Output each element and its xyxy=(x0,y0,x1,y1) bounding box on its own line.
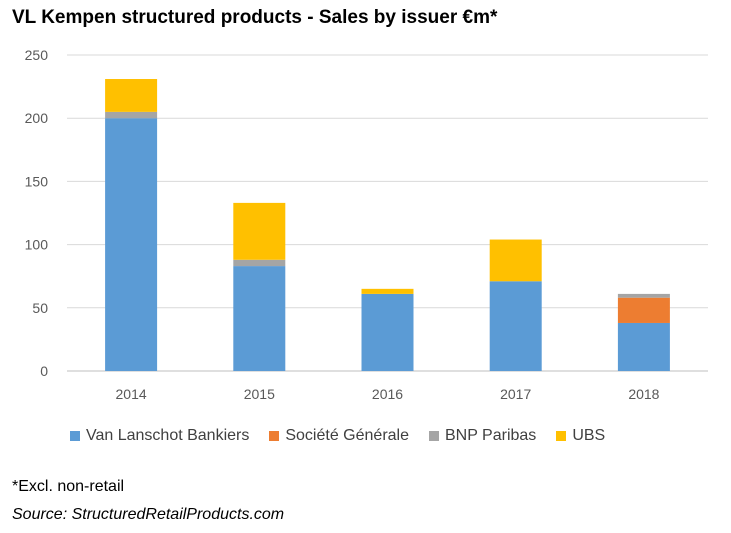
chart-legend: Van Lanschot Bankiers Société Générale BNP… xyxy=(70,425,625,447)
legend-label: BNP Paribas xyxy=(445,427,537,444)
x-tick-label: 2015 xyxy=(244,386,275,402)
y-tick-label: 100 xyxy=(25,237,49,253)
stacked-bar-chart: 0 50 100 150 200 250 2014 2015 2016 2017 2018 xyxy=(25,47,708,402)
bar-segment xyxy=(361,288,414,294)
bar-segment xyxy=(105,118,158,371)
bar-segment xyxy=(489,239,542,282)
y-tick-label: 200 xyxy=(25,110,49,126)
footnote: *Excl. non-retail xyxy=(12,478,125,495)
y-tick-label: 250 xyxy=(25,47,49,63)
legend-swatch xyxy=(70,431,80,441)
bar-segment xyxy=(361,293,414,371)
y-tick-label: 0 xyxy=(40,363,48,379)
y-tick-label: 50 xyxy=(32,300,48,316)
chart-title: VL Kempen structured products - Sales by… xyxy=(12,7,498,28)
bar-segment xyxy=(233,266,286,371)
legend-item: Société Générale xyxy=(269,427,409,445)
source-note: Source: StructuredRetailProducts.com xyxy=(12,506,285,523)
bar-segment xyxy=(233,259,286,267)
legend-swatch xyxy=(429,431,439,441)
bar-segment xyxy=(617,297,670,323)
x-tick-label: 2016 xyxy=(372,386,403,402)
legend-item: BNP Paribas xyxy=(429,427,536,445)
legend-item: UBS xyxy=(556,427,605,445)
x-tick-label: 2018 xyxy=(628,386,659,402)
bar-segment xyxy=(233,202,286,260)
bar-segment xyxy=(617,293,670,298)
bar-segment xyxy=(617,322,670,371)
bar-segment xyxy=(489,281,542,371)
legend-swatch xyxy=(269,431,280,441)
bar-segment xyxy=(105,79,158,112)
legend-label: UBS xyxy=(572,427,606,444)
legend-item: Van Lanschot Bankiers xyxy=(70,427,249,445)
bar-segment xyxy=(105,111,158,119)
legend-label: Van Lanschot Bankiers xyxy=(86,427,250,444)
x-tick-label: 2014 xyxy=(116,386,147,402)
legend-swatch xyxy=(556,431,567,441)
legend-label: Société Générale xyxy=(285,427,409,444)
y-tick-label: 150 xyxy=(25,173,49,189)
x-tick-label: 2017 xyxy=(500,386,531,402)
